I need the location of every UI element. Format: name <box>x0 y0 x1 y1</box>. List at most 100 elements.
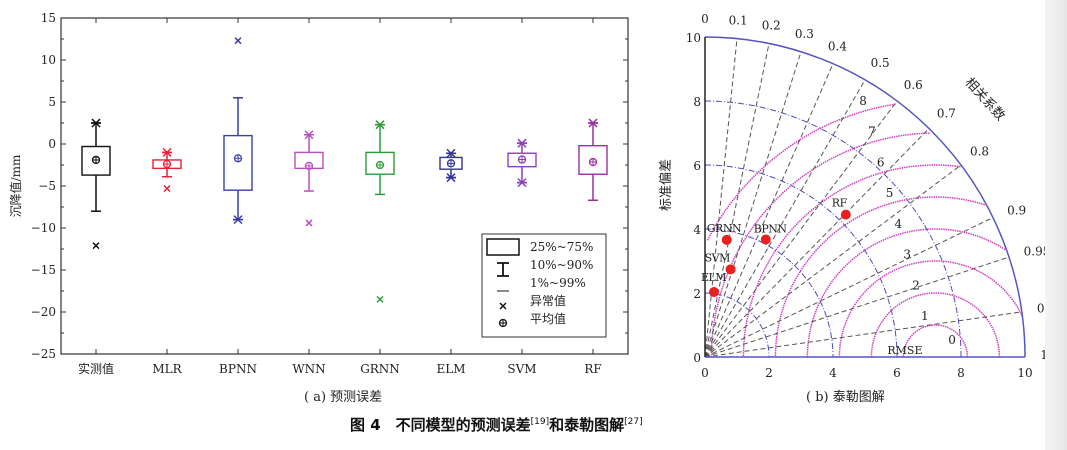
mean-marker-cross <box>519 156 525 163</box>
x-tick-label: SVM <box>507 362 536 376</box>
y-tick-label: 8 <box>693 95 701 109</box>
correlation-tick-label: 0.8 <box>970 144 989 158</box>
outlier-marker <box>92 242 100 250</box>
y-tick-label: 0 <box>693 351 701 365</box>
correlation-line <box>704 51 802 358</box>
rmse-tick-label: 1 <box>921 309 929 323</box>
x-tick-label: MLR <box>152 362 182 376</box>
mean-marker <box>91 155 101 165</box>
correlation-line <box>704 164 962 358</box>
correlation-line <box>704 63 834 358</box>
correlation-tick-label: 0.4 <box>828 39 847 53</box>
mean-marker <box>498 318 508 328</box>
x-tick-label: GRNN <box>360 362 400 376</box>
y-tick-label: 15 <box>41 11 56 25</box>
std-circle <box>704 164 898 358</box>
y-tick-label: 10 <box>41 53 56 67</box>
correlation-line <box>704 311 1022 358</box>
rmse-arc <box>710 132 930 358</box>
rmse-arc <box>742 164 961 358</box>
rmse-arc <box>706 103 896 242</box>
mean-marker-cross <box>306 162 312 169</box>
model-point-grnn <box>721 234 732 245</box>
box-0: 实测值 <box>78 18 114 376</box>
mean-marker-cross <box>93 156 99 163</box>
outlier-marker <box>163 184 171 193</box>
caption-ref-1: [19] <box>530 417 550 427</box>
correlation-line <box>704 100 898 358</box>
model-point-label: GRNN <box>707 222 742 235</box>
correlation-line <box>704 128 930 358</box>
box-5: ELM <box>436 18 466 376</box>
taylor-diagram: 0 1 2 3 4 5 6 7 8 RMSE 0 0.1 0.2 0.3 0.4 0.5 0.6 0.7 0.8 0.… <box>659 12 1064 380</box>
rmse-tick-label: 8 <box>859 94 867 108</box>
correlation-line <box>704 43 770 358</box>
caption-ref-2: [27] <box>624 417 643 427</box>
correlation-tick-label: 0.3 <box>795 27 814 41</box>
mean-marker <box>517 155 527 164</box>
rmse-arc <box>838 260 1023 357</box>
rmse-arc <box>774 196 986 358</box>
y-tick-label: 2 <box>693 287 701 301</box>
outer-arc <box>704 36 1026 358</box>
rmse-tick-label: 5 <box>886 186 894 200</box>
rmse-arc <box>806 228 1006 357</box>
rmse-tick-label: 2 <box>912 278 920 292</box>
rmse-arc <box>870 292 1001 357</box>
mean-marker <box>446 159 456 168</box>
legend-label: 平均值 <box>530 311 566 326</box>
y-tick-label: −25 <box>31 347 56 361</box>
rmse-arc <box>902 324 969 357</box>
mean-marker-cross <box>377 162 383 168</box>
model-point-label: ELM <box>701 271 726 284</box>
box-2: BPNN <box>219 18 257 376</box>
box-3: WNN <box>292 18 326 376</box>
x-tick-label: 0 <box>701 366 709 380</box>
y-tick-label: 5 <box>48 95 56 109</box>
y-tick-label: −15 <box>31 263 56 277</box>
rmse-tick-label: 4 <box>895 217 903 231</box>
correlation-tick-label: 0.2 <box>762 18 781 32</box>
rmse-tick-label: 0 <box>948 333 956 347</box>
x-tick-label: 2 <box>765 366 773 380</box>
correlation-tick-label: 0.95 <box>1024 245 1051 259</box>
model-point-label: RF <box>832 197 848 210</box>
y-tick-label: 4 <box>693 223 701 237</box>
figure-caption: 图 4 不同模型的预测误差[19]和泰勒图解[27] <box>350 414 643 435</box>
model-point-bpnn <box>760 234 771 245</box>
mean-marker <box>304 161 314 170</box>
mean-marker <box>233 154 243 163</box>
outlier-marker <box>376 295 384 303</box>
std-circle <box>704 100 962 358</box>
outlier-marker <box>234 37 242 45</box>
x-tick-label: 实测值 <box>78 361 114 376</box>
mean-marker-cross <box>500 320 506 326</box>
x-tick-label: 6 <box>893 366 901 380</box>
correlation-line <box>704 256 1010 358</box>
y-tick-label: −10 <box>31 221 56 235</box>
rmse-tick-label: 6 <box>877 155 885 169</box>
caption-mid: 和泰勒图解 <box>549 416 625 434</box>
mean-marker-cross <box>448 160 454 167</box>
subcaption-a: ( a) 预测误差 <box>304 390 383 405</box>
legend-label: 1%~99% <box>530 276 586 290</box>
legend-swatch-box <box>486 238 520 256</box>
rmse-label: RMSE <box>887 344 922 357</box>
x-tick-label: ELM <box>436 362 465 376</box>
y-tick-label: −5 <box>38 179 56 193</box>
model-point-rf <box>840 209 851 220</box>
x-tick-label: BPNN <box>219 362 257 376</box>
legend-label: 25%~75% <box>530 240 593 254</box>
correlation-tick-label: 1 <box>1040 348 1048 362</box>
box-1: MLR <box>152 18 183 376</box>
correlation-tick-label: 0.6 <box>904 78 923 92</box>
y-tick-label: 10 <box>686 31 701 45</box>
model-point-elm <box>708 287 719 298</box>
y-axis-label: 沉降值/mm <box>8 154 23 217</box>
std-circle <box>704 228 834 358</box>
rmse-tick-label: 7 <box>868 125 876 139</box>
correlation-tick-label: 0.9 <box>1007 204 1026 218</box>
y-tick-label: 0 <box>48 137 56 151</box>
page-edge <box>1045 0 1067 450</box>
